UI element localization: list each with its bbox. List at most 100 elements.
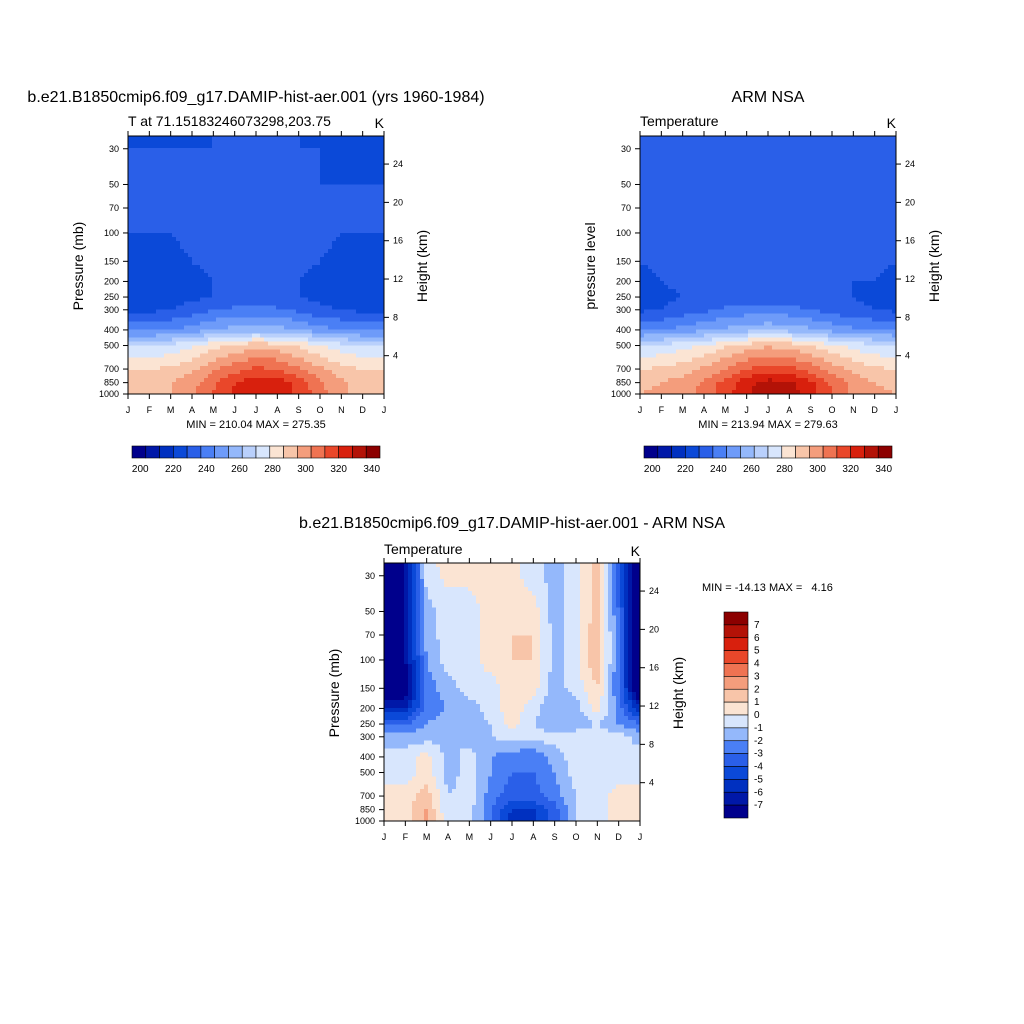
contour-cell (368, 228, 373, 234)
contour-cell (312, 377, 317, 383)
contour-cell (316, 317, 321, 323)
contour-cell (308, 277, 313, 282)
contour-cell (156, 381, 161, 387)
contour-cell (344, 228, 349, 234)
contour-cell (880, 164, 885, 169)
contour-cell (640, 164, 645, 169)
contour-cell (724, 148, 729, 153)
contour-cell (140, 260, 145, 266)
contour-cell (220, 281, 225, 286)
contour-cell (192, 184, 197, 190)
contour-cell (340, 212, 345, 218)
contour-cell (364, 381, 369, 387)
contour-cell (160, 260, 165, 266)
contour-cell (252, 381, 257, 387)
contour-cell (752, 152, 757, 157)
contour-cell (172, 248, 177, 254)
contour-cell (272, 357, 277, 363)
contour-cell (692, 156, 697, 161)
contour-cell (264, 144, 269, 149)
contour-cell (692, 176, 697, 181)
contour-cell (128, 385, 133, 391)
contour-cell (284, 188, 289, 194)
contour-cell (352, 140, 357, 145)
contour-cell (148, 160, 153, 165)
contour-cell (380, 289, 385, 294)
contour-cell (164, 341, 169, 347)
contour-cell (156, 220, 161, 226)
contour-cell (372, 192, 377, 198)
contour-cell (848, 168, 853, 173)
contour-cell (344, 325, 349, 331)
contour-cell (208, 337, 213, 343)
contour-cell (180, 180, 185, 185)
contour-cell (844, 168, 849, 173)
contour-cell (136, 232, 141, 238)
contour-cell (760, 168, 765, 173)
contour-cell (640, 168, 645, 173)
contour-cell (316, 345, 321, 351)
contour-cell (148, 309, 153, 314)
contour-cell (256, 365, 261, 371)
contour-cell (248, 204, 253, 210)
contour-cell (784, 164, 789, 169)
contour-cell (160, 200, 165, 206)
contour-cell (220, 309, 225, 314)
contour-cell (356, 301, 361, 306)
contour-cell (272, 385, 277, 391)
contour-cell (188, 172, 193, 177)
contour-cell (324, 152, 329, 157)
contour-cell (156, 369, 161, 375)
contour-cell (216, 309, 221, 314)
contour-cell (268, 329, 273, 335)
contour-cell (380, 260, 385, 266)
contour-cell (128, 293, 133, 298)
contour-cell (288, 256, 293, 262)
contour-cell (736, 164, 741, 169)
contour-cell (300, 260, 305, 266)
contour-cell (224, 236, 229, 242)
contour-cell (284, 309, 289, 314)
contour-cell (192, 248, 197, 254)
contour-cell (368, 281, 373, 286)
contour-cell (360, 208, 365, 214)
contour-cell (268, 260, 273, 266)
contour-cell (300, 240, 305, 246)
contour-cell (336, 389, 341, 395)
contour-cell (136, 148, 141, 153)
contour-cell (136, 192, 141, 198)
contour-cell (216, 353, 221, 359)
contour-cell (324, 204, 329, 210)
contour-cell (128, 232, 133, 238)
contour-cell (128, 341, 133, 347)
contour-cell (144, 192, 149, 198)
contour-cell (192, 265, 197, 270)
contour-cell (176, 180, 181, 185)
contour-cell (224, 345, 229, 351)
contour-cell (164, 228, 169, 234)
contour-cell (324, 385, 329, 391)
contour-cell (320, 236, 325, 242)
contour-cell (780, 144, 785, 149)
contour-cell (300, 385, 305, 391)
contour-cell (196, 373, 201, 379)
contour-cell (256, 321, 261, 327)
contour-cell (656, 152, 661, 157)
contour-cell (328, 176, 333, 181)
contour-cell (836, 160, 841, 165)
contour-cell (228, 180, 233, 185)
contour-cell (208, 385, 213, 391)
contour-cell (308, 325, 313, 331)
contour-cell (332, 317, 337, 323)
contour-cell (356, 160, 361, 165)
contour-cell (308, 200, 313, 206)
contour-cell (312, 192, 317, 198)
contour-cell (360, 349, 365, 355)
contour-cell (328, 232, 333, 238)
contour-cell (648, 164, 653, 169)
contour-cell (372, 317, 377, 323)
contour-cell (204, 309, 209, 314)
contour-cell (248, 337, 253, 343)
contour-cell (352, 357, 357, 363)
contour-cell (128, 256, 133, 262)
